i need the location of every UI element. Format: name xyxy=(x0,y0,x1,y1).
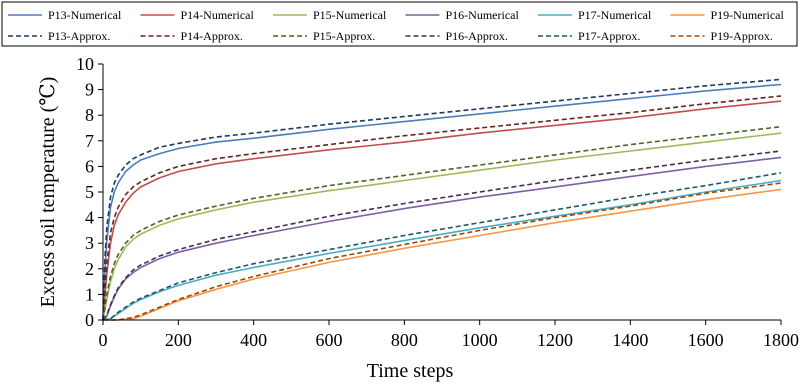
y-tick-label: 5 xyxy=(85,182,94,202)
legend-label: P15-Numerical xyxy=(313,8,387,22)
x-tick-label: 800 xyxy=(391,330,418,350)
legend-label: P17-Approx. xyxy=(578,29,640,43)
series-line-p16-numerical xyxy=(102,156,782,321)
legend-label: P14-Numerical xyxy=(181,8,255,22)
y-axis-label: Excess soil temperature (℃) xyxy=(37,77,59,308)
y-tick-label: 8 xyxy=(85,105,94,125)
x-axis-label: Time steps xyxy=(367,360,454,382)
series-line-p14-numerical xyxy=(102,100,782,321)
y-tick-label: 1 xyxy=(85,284,94,304)
series-line-p15-numerical xyxy=(102,132,782,321)
legend-label: P19-Numerical xyxy=(711,8,785,22)
legend-label: P16-Numerical xyxy=(446,8,520,22)
legend-label: P19-Approx. xyxy=(711,29,773,43)
x-tick-label: 1600 xyxy=(688,330,724,350)
x-tick-label: 0 xyxy=(99,330,108,350)
series-line-p16-approx xyxy=(102,150,782,321)
y-tick-label: 9 xyxy=(85,80,94,100)
x-tick-label: 400 xyxy=(240,330,267,350)
x-tick-label: 1800 xyxy=(763,330,799,350)
legend-label: P13-Numerical xyxy=(48,8,122,22)
series-line-p19-numerical xyxy=(103,188,782,321)
axes: 0 1 2 3 4 5 6 7 8 9 10 0 200 400 600 800 1000 1200 1400 160… xyxy=(76,54,799,350)
legend-label: P13-Approx. xyxy=(48,29,110,43)
legend-label: P15-Approx. xyxy=(313,29,375,43)
legend-box xyxy=(1,1,798,47)
series-line-p14-approx xyxy=(102,95,782,321)
y-tick-label: 4 xyxy=(85,208,94,228)
x-tick-label: 1000 xyxy=(462,330,498,350)
series-line-p19-approx xyxy=(103,182,782,321)
x-tick-label: 200 xyxy=(165,330,192,350)
legend-label: P16-Approx. xyxy=(446,29,508,43)
series-line-p17-approx xyxy=(102,172,782,321)
series-line-p13-numerical xyxy=(102,83,782,321)
legend-label: P14-Approx. xyxy=(181,29,243,43)
y-tick-label: 6 xyxy=(85,156,94,176)
y-tick-label: 3 xyxy=(85,233,94,253)
x-tick-label: 600 xyxy=(316,330,343,350)
x-tick-label: 1400 xyxy=(612,330,648,350)
y-tick-label: 10 xyxy=(76,54,94,74)
legend-label: P17-Numerical xyxy=(578,8,652,22)
plot-area xyxy=(102,78,782,321)
y-tick-label: 0 xyxy=(85,310,94,330)
legend: P13-Numerical P14-Numerical P15-Numerical P… xyxy=(1,1,798,47)
series-line-p15-approx xyxy=(102,125,782,321)
series-line-p17-numerical xyxy=(102,179,782,321)
series-line-p13-approx xyxy=(102,78,782,321)
y-tick-label: 7 xyxy=(85,131,94,151)
x-tick-label: 1200 xyxy=(537,330,573,350)
y-tick-label: 2 xyxy=(85,259,94,279)
